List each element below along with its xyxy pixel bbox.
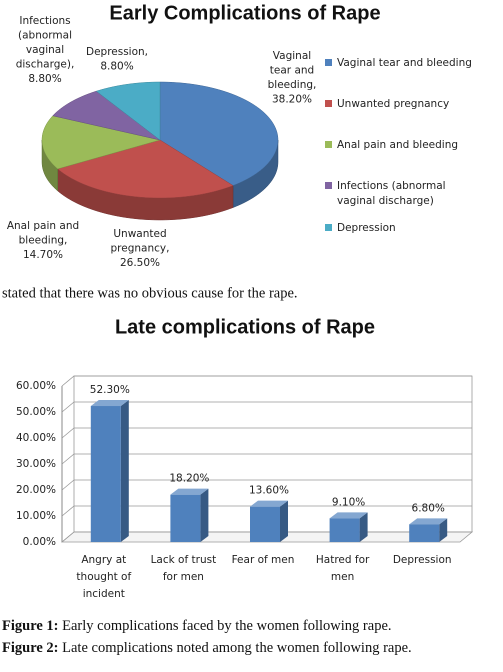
y-tick-label: 0.00% (23, 536, 56, 548)
y-tick-label: 60.00% (16, 380, 56, 392)
legend-label: Anal pain and bleeding (337, 139, 458, 151)
x-tick-label: Angry at thought of incident (76, 554, 131, 600)
bar (250, 506, 280, 542)
bar (329, 518, 360, 542)
slice (159, 81, 279, 186)
legend-swatch (325, 59, 332, 66)
caption: Figure 1: Early complications faced by t… (2, 618, 392, 634)
caption-label: Figure 1: (2, 618, 59, 634)
caption: Figure 2: Late complications noted among… (2, 640, 412, 656)
slice (41, 115, 161, 170)
bar-title: Late complications of Rape (115, 316, 375, 338)
bar-top (170, 488, 209, 495)
slice (95, 81, 161, 141)
legend-label: Unwanted pregnancy (337, 98, 449, 110)
legend-swatch (325, 182, 332, 189)
data-label: Unwanted pregnancy, 26.50% (111, 228, 170, 269)
bar-side (200, 488, 209, 542)
grid-line (61, 505, 472, 517)
data-label: Infections (abnormal vaginal discharge), 8.8… (16, 15, 75, 85)
bar-side (359, 512, 368, 542)
bar (90, 406, 121, 542)
legend-label: Depression (337, 222, 396, 234)
data-label: 9.10% (332, 496, 365, 508)
pie-title: Early Complications of Rape (109, 2, 380, 24)
y-tick-label: 30.00% (16, 458, 56, 470)
x-tick-label: Depression (393, 554, 452, 566)
bar-side (280, 500, 288, 542)
legend-label: Infections (abnormal vaginal discharge) (337, 180, 446, 207)
data-label: 52.30% (90, 384, 130, 396)
bar-side (120, 400, 129, 542)
legend-label: Vaginal tear and bleeding (337, 57, 472, 69)
bar (409, 524, 440, 542)
body-text: stated that there was no obvious cause f… (2, 285, 298, 301)
data-label: Depression, 8.80% (86, 46, 148, 73)
data-label: 18.20% (169, 473, 209, 485)
x-tick-label: Hatred for men (316, 554, 370, 583)
bar-top (329, 512, 368, 519)
data-label: 13.60% (249, 485, 289, 497)
bar-top (90, 400, 129, 407)
data-label: Vaginal tear and bleeding, 38.20% (268, 50, 317, 106)
x-tick-label: Lack of trust for men (151, 554, 217, 583)
caption-text: Late complications noted among the women… (62, 640, 412, 656)
bar-top (409, 518, 448, 525)
legend-swatch (325, 224, 332, 231)
grid-line (61, 375, 472, 387)
grid-line (61, 453, 472, 465)
caption-label: Figure 2: (2, 640, 59, 656)
grid-line (61, 401, 472, 413)
bar-top (250, 500, 288, 507)
slice (52, 90, 161, 141)
grid-line (61, 427, 472, 439)
data-label: Anal pain and bleeding, 14.70% (7, 220, 79, 261)
bar-side (439, 518, 448, 542)
y-tick-label: 40.00% (16, 432, 56, 444)
data-label: 6.80% (412, 502, 445, 514)
bar (170, 494, 201, 542)
x-tick-label: Fear of men (232, 554, 295, 566)
y-tick-label: 50.00% (16, 406, 56, 418)
grid-line (61, 479, 472, 491)
y-tick-label: 20.00% (16, 484, 56, 496)
legend-swatch (325, 141, 332, 148)
caption-text: Early complications faced by the women f… (62, 618, 391, 634)
slice (57, 139, 234, 199)
legend-swatch (325, 100, 332, 107)
y-tick-label: 10.00% (16, 510, 56, 522)
